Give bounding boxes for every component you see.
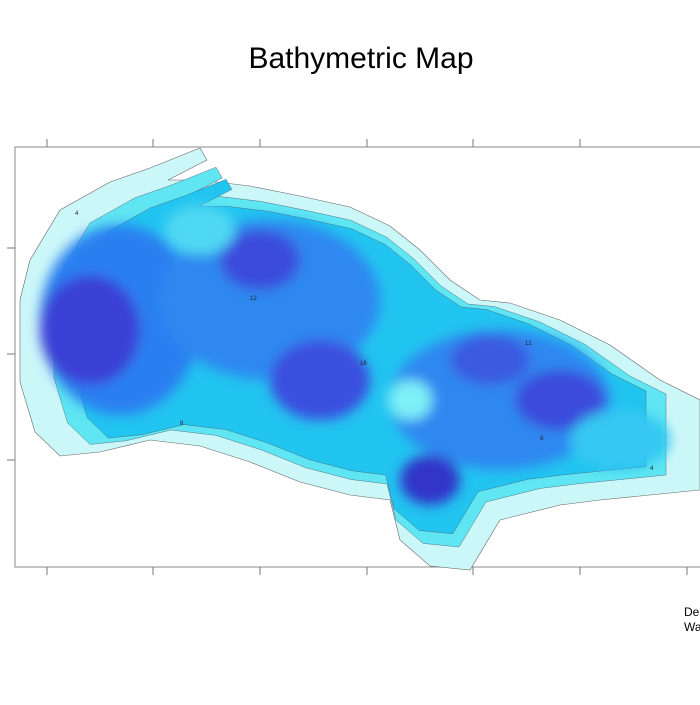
contour-label: 12 bbox=[250, 296, 257, 302]
lake-depth-shading bbox=[19, 147, 700, 571]
map-title: Bathymetric Map bbox=[248, 42, 473, 75]
contour-label: 8 bbox=[540, 436, 544, 442]
contour-label: 4 bbox=[650, 466, 654, 472]
footer-line: De bbox=[684, 605, 700, 619]
frame-ticks bbox=[7, 139, 688, 575]
contour-label: 16 bbox=[360, 361, 367, 367]
contour-label: 4 bbox=[75, 211, 79, 217]
footer-line: Wa bbox=[684, 620, 700, 634]
contour-label: 12 bbox=[525, 341, 532, 347]
contour-label: 8 bbox=[180, 421, 184, 427]
map-frame bbox=[14, 146, 700, 568]
